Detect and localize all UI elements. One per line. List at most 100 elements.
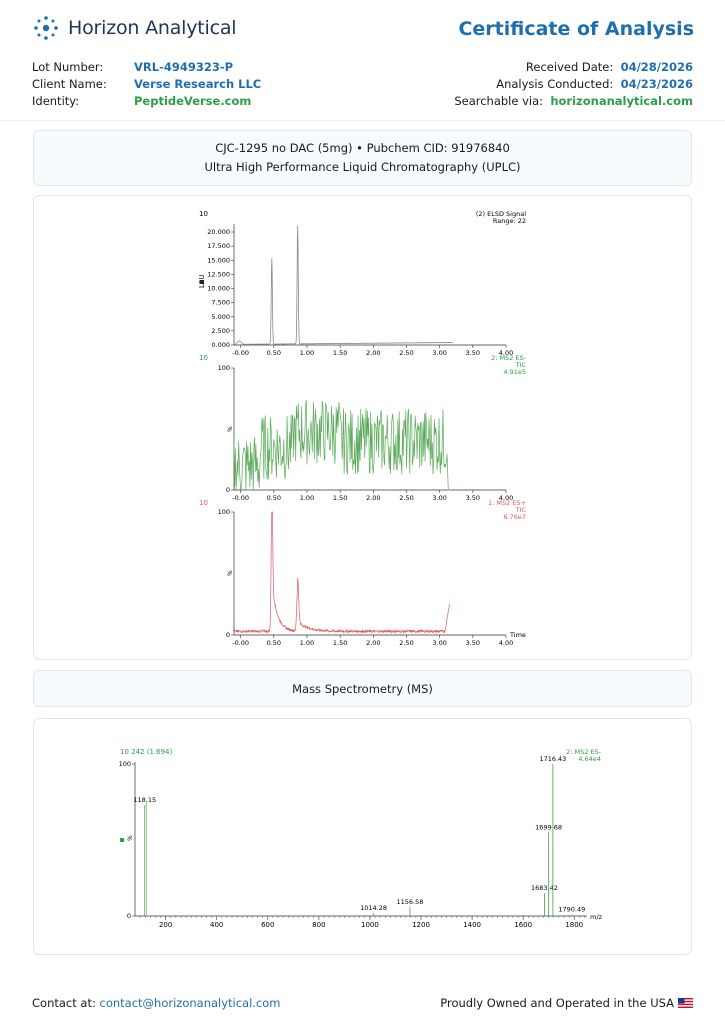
client-name-value: Verse Research LLC	[134, 77, 262, 91]
compound-name: CJC-1295 no DAC (5mg) • Pubchem CID: 919…	[215, 141, 510, 155]
tic-neg-panel-label: 10	[199, 354, 208, 362]
tic-neg-panel: 10 % 2: MS2 ES- TIC 4.91e5 0 100 -0.00 0.5…	[199, 354, 527, 502]
ms-ytick-label: 0	[127, 912, 131, 920]
ms-ytick-label: 100	[119, 760, 131, 768]
elsd-xtick-label: 4.00	[499, 349, 513, 357]
tic-neg-ytick-label: 0	[226, 486, 230, 494]
page-header: Horizon Analytical Certificate of Analys…	[32, 14, 694, 46]
chromatogram-card: 10 LSU (2) ELSD Signal Range: 22 0.0002.…	[33, 195, 692, 660]
tic-pos-xtick-label: -0.00	[232, 639, 249, 647]
tic-pos-panel-label: 10	[199, 499, 208, 507]
ms-xtick-label: 1000	[361, 921, 379, 929]
elsd-xtick-label: 2.50	[399, 349, 413, 357]
ms-peak-label: 118.15	[133, 796, 156, 804]
tic-neg-xtick-label: 4.00	[499, 494, 513, 502]
tic-pos-ytick-label: 100	[218, 508, 230, 516]
tic-neg-xtick-label: 3.50	[466, 494, 480, 502]
ms-peak-label: 1716.43	[539, 755, 566, 763]
ms-peak-label: 1014.28	[360, 904, 387, 912]
horizon-logo-icon	[34, 16, 58, 40]
tic-pos-scale-label: 6.76e7	[503, 513, 526, 521]
tic-pos-xtick-label: 2.50	[399, 639, 413, 647]
contact-email-link[interactable]: contact@horizonanalytical.com	[99, 996, 281, 1010]
footer-contact: Contact at: contact@horizonanalytical.co…	[32, 996, 281, 1010]
elsd-series-label: (2) ELSD Signal	[476, 210, 526, 218]
tic-neg-scale-label: 4.91e5	[503, 368, 526, 376]
identity-label: Identity:	[32, 94, 80, 108]
elsd-ytick-label: 5.000	[211, 313, 230, 321]
brand-logo: Horizon Analytical	[32, 14, 237, 42]
elsd-panel: 10 LSU (2) ELSD Signal Range: 22 0.0002.…	[198, 210, 526, 357]
tic-pos-xtick-label: 3.50	[466, 639, 480, 647]
tic-neg-xtick-label: 0.50	[267, 494, 281, 502]
elsd-xtick-label: 1.50	[333, 349, 347, 357]
tic-pos-xtick-label: 3.00	[432, 639, 446, 647]
header-divider	[0, 120, 725, 121]
tic-pos-xtick-label: 0.50	[267, 639, 281, 647]
ms-ylabel: %	[127, 835, 134, 841]
searchable-label: Searchable via:	[454, 94, 544, 108]
tic-pos-xtick-label: 4.00	[499, 639, 513, 647]
analysis-info: Received Date: 04/28/2026 Analysis Condu…	[454, 59, 693, 110]
received-date-label: Received Date:	[525, 60, 614, 74]
tic-pos-trace-line	[233, 511, 450, 634]
tic-neg-xtick-label: 3.00	[432, 494, 446, 502]
footer-tagline: Proudly Owned and Operated in the USA	[440, 996, 693, 1010]
ms-xtick-label: 400	[210, 921, 223, 929]
elsd-ytick-label: 10.000	[207, 285, 230, 293]
ms-peak-label: 1156.58	[396, 898, 423, 906]
tic-pos-series-label: 1: MS2 ES+	[488, 499, 526, 507]
elsd-ytick-label: 0.000	[211, 341, 230, 349]
searchable-link[interactable]: horizonanalytical.com	[550, 94, 693, 108]
analysis-conducted-value: 04/23/2026	[620, 77, 693, 91]
ms-xtick-label: 1800	[565, 921, 583, 929]
ms-title: Mass Spectrometry (MS)	[292, 682, 433, 696]
tic-neg-ylabel: %	[227, 426, 234, 432]
tic-neg-series-label: 2: MS2 ES-	[491, 354, 527, 362]
method-name: Ultra High Performance Liquid Chromatogr…	[204, 160, 521, 174]
ms-title-card: Mass Spectrometry (MS)	[33, 670, 692, 707]
tic-neg-ytick-label: 100	[218, 364, 230, 372]
tic-pos-xtick-label: 1.00	[300, 639, 314, 647]
tic-pos-tic-label: TIC	[515, 506, 527, 514]
identity-value[interactable]: PeptideVerse.com	[134, 94, 252, 108]
elsd-ytick-label: 20.000	[207, 228, 230, 236]
tic-neg-xtick-label: 1.00	[300, 494, 314, 502]
tic-neg-xtick-label: 2.00	[366, 494, 380, 502]
ms-scale-label: 4.64e4	[578, 755, 601, 763]
elsd-xtick-label: 3.50	[466, 349, 480, 357]
elsd-ytick-label: 15.000	[207, 256, 230, 264]
lot-number-label: Lot Number:	[32, 60, 104, 74]
elsd-range-label: Range: 22	[493, 217, 526, 225]
analysis-conducted-label: Analysis Conducted:	[496, 77, 614, 91]
ms-scan-label: 10 242 (1.694)	[120, 748, 172, 756]
ms-marker	[120, 838, 124, 842]
elsd-trace-line	[233, 225, 454, 345]
brand-name: Horizon Analytical	[68, 17, 237, 39]
tic-neg-xtick-label: -0.00	[232, 494, 249, 502]
chromatogram-figure: 10 LSU (2) ELSD Signal Range: 22 0.0002.…	[198, 210, 527, 647]
tic-pos-xtick-label: 2.00	[366, 639, 380, 647]
page-title: Certificate of Analysis	[458, 18, 694, 40]
ms-xtick-label: 600	[261, 921, 274, 929]
client-name-label: Client Name:	[32, 77, 107, 91]
mass-spectrum-card: 10 242 (1.694) % 2: MS2 ES- 4.64e4 m/z 0…	[33, 718, 692, 955]
mass-spectrum-figure: 10 242 (1.694) % 2: MS2 ES- 4.64e4 m/z 0…	[119, 748, 603, 929]
usa-flag-icon	[678, 998, 693, 1008]
tic-pos-panel: 10 % 1: MS2 ES+ TIC 6.76e7 Time 0 100 -0.…	[199, 499, 526, 647]
elsd-xtick-label: 2.00	[366, 349, 380, 357]
ms-peak-label: 1790.49	[558, 905, 585, 913]
ms-xtick-label: 1400	[463, 921, 481, 929]
elsd-panel-label: 10	[199, 210, 208, 218]
received-date-value: 04/28/2026	[620, 60, 693, 74]
tic-neg-xtick-label: 2.50	[399, 494, 413, 502]
ms-xtick-label: 800	[312, 921, 325, 929]
elsd-xtick-label: 0.50	[267, 349, 281, 357]
elsd-xtick-label: 1.00	[300, 349, 314, 357]
tic-pos-xtick-label: 1.50	[333, 639, 347, 647]
elsd-ytick-label: 2.500	[211, 327, 230, 335]
sample-info: Lot Number: VRL-4949323-P Client Name: Ver…	[32, 59, 261, 110]
ms-xtick-label: 1200	[412, 921, 430, 929]
tic-neg-tic-label: TIC	[515, 361, 527, 369]
ms-xtick-label: 200	[159, 921, 172, 929]
